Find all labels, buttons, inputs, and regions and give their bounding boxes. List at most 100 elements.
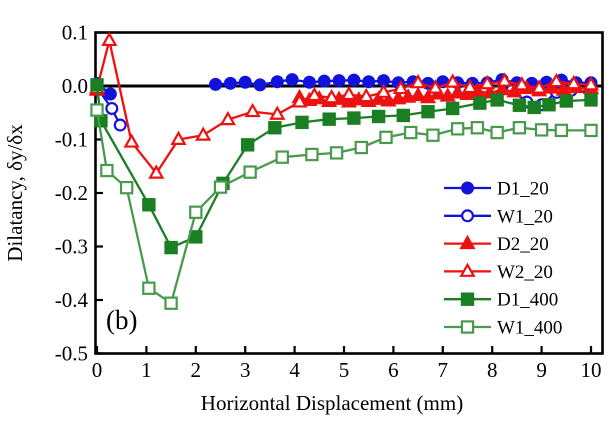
W2_20-marker bbox=[427, 79, 444, 94]
W1_400-marker bbox=[354, 140, 368, 155]
W2_20-marker bbox=[148, 164, 165, 179]
D1_400-marker bbox=[164, 240, 178, 255]
D1_400-marker bbox=[584, 93, 598, 107]
series-W2_20 bbox=[88, 31, 600, 179]
y-tick-label: -0.4 bbox=[55, 288, 89, 312]
W2_20-marker bbox=[461, 78, 479, 94]
D1_20-marker bbox=[270, 75, 284, 89]
W2_20-marker bbox=[444, 73, 461, 88]
W2_20-marker bbox=[244, 102, 261, 118]
legend-label: W1_400 bbox=[497, 318, 562, 339]
D1_400-marker bbox=[490, 93, 504, 107]
W1_400-marker bbox=[305, 147, 319, 162]
y-tick-label: -0.3 bbox=[55, 235, 88, 259]
W1_20-marker bbox=[461, 209, 475, 223]
D1_400-marker bbox=[473, 96, 487, 110]
W1_400-marker bbox=[450, 122, 465, 136]
W1_400-marker bbox=[275, 150, 289, 164]
x-tick-label: 2 bbox=[191, 358, 202, 382]
x-tick-label: 5 bbox=[339, 358, 350, 382]
W2_20-marker bbox=[219, 110, 236, 126]
W2_20-marker bbox=[323, 88, 340, 104]
series-W1_400 bbox=[90, 103, 598, 310]
W2_20-marker bbox=[375, 83, 392, 98]
W2_20-marker bbox=[565, 75, 582, 90]
W2_20-marker bbox=[195, 126, 212, 141]
D1_400-marker bbox=[460, 292, 475, 306]
y-tick-label: -0.1 bbox=[55, 128, 88, 152]
legend-item-W1_20: W1_20 bbox=[444, 206, 553, 227]
W1_400-marker bbox=[379, 130, 393, 145]
x-tick-label: 3 bbox=[240, 358, 251, 382]
W1_400-marker bbox=[213, 180, 228, 194]
D1_20-marker bbox=[103, 87, 117, 101]
x-tick-label: 8 bbox=[487, 358, 498, 382]
W1_400-marker bbox=[164, 296, 178, 310]
legend-label: D1_20 bbox=[497, 179, 549, 200]
W1_400-marker bbox=[554, 123, 569, 138]
W1_400-marker bbox=[490, 125, 504, 140]
D1_20-marker bbox=[238, 75, 252, 89]
x-axis-title: Horizontal Displacement (mm) bbox=[201, 391, 463, 415]
data-series bbox=[88, 31, 600, 310]
W2_20-marker bbox=[531, 79, 548, 94]
y-tick-label: -0.2 bbox=[55, 181, 88, 205]
W2_20-marker bbox=[410, 73, 427, 89]
y-tick-label: 0.0 bbox=[62, 74, 88, 98]
x-tick-label: 9 bbox=[536, 358, 547, 382]
D2_20-marker bbox=[370, 90, 387, 105]
y-tick-label: -0.5 bbox=[55, 342, 88, 366]
D1_400-marker bbox=[322, 112, 336, 126]
D1_400-marker bbox=[90, 78, 104, 92]
legend-item-W1_400: W1_400 bbox=[444, 318, 562, 339]
legend-item-D2_20: D2_20 bbox=[444, 234, 549, 255]
W1_400-marker bbox=[470, 121, 485, 135]
W2_20-marker bbox=[306, 86, 323, 102]
D1_400-marker bbox=[512, 98, 527, 112]
legend-label: W2_20 bbox=[497, 262, 553, 283]
D1_400-marker bbox=[295, 115, 309, 130]
D2_20-marker bbox=[449, 84, 466, 99]
x-tick-label: 4 bbox=[289, 358, 300, 382]
D1_20-marker bbox=[223, 76, 237, 90]
legend-item-D1_20: D1_20 bbox=[444, 179, 549, 200]
D1_400-marker bbox=[142, 198, 156, 212]
W1_400-marker bbox=[100, 163, 114, 178]
D1_20-marker bbox=[461, 181, 475, 195]
W1_400-marker bbox=[403, 125, 418, 140]
D1_400-line bbox=[95, 84, 592, 249]
W2_20-marker bbox=[340, 85, 358, 101]
D1_400-marker bbox=[189, 230, 203, 244]
D1_400-marker bbox=[396, 108, 410, 123]
W2_20-marker bbox=[170, 130, 187, 145]
W1_400-marker bbox=[512, 121, 527, 135]
D2_20-marker bbox=[459, 234, 476, 250]
x-tick-label: 7 bbox=[438, 358, 449, 382]
W1_400-marker bbox=[189, 205, 203, 219]
legend-label: D1_400 bbox=[497, 290, 558, 311]
W2_20-marker bbox=[269, 105, 286, 120]
D1_400-marker bbox=[527, 100, 541, 115]
D1_400-marker bbox=[421, 104, 435, 119]
D2_20-marker bbox=[410, 86, 427, 102]
D1_20-marker bbox=[209, 77, 223, 91]
legend-item-W2_20: W2_20 bbox=[444, 262, 553, 283]
W2_20-marker bbox=[582, 76, 600, 91]
legend-label: W1_20 bbox=[497, 206, 553, 227]
W1_400-marker bbox=[460, 320, 475, 334]
D1_20-marker bbox=[362, 75, 376, 89]
W2_20-marker bbox=[479, 75, 496, 90]
W1_400-marker bbox=[329, 146, 344, 160]
y-axis-title: Dilatancy, δy/δx bbox=[3, 124, 27, 262]
D1_400-marker bbox=[542, 98, 556, 112]
D1_20-marker bbox=[285, 73, 299, 87]
legend: D1_20 W1_20 D2_20 W2_20 D1_400 W1_400 bbox=[444, 179, 562, 339]
D1_20-marker bbox=[253, 78, 267, 92]
D1_20-marker bbox=[347, 73, 361, 87]
W1_400-marker bbox=[426, 128, 440, 142]
D1_400-marker bbox=[268, 121, 282, 135]
W2_20-marker bbox=[548, 72, 565, 88]
D1_400-marker bbox=[347, 111, 361, 125]
D1_20-marker bbox=[302, 75, 316, 89]
